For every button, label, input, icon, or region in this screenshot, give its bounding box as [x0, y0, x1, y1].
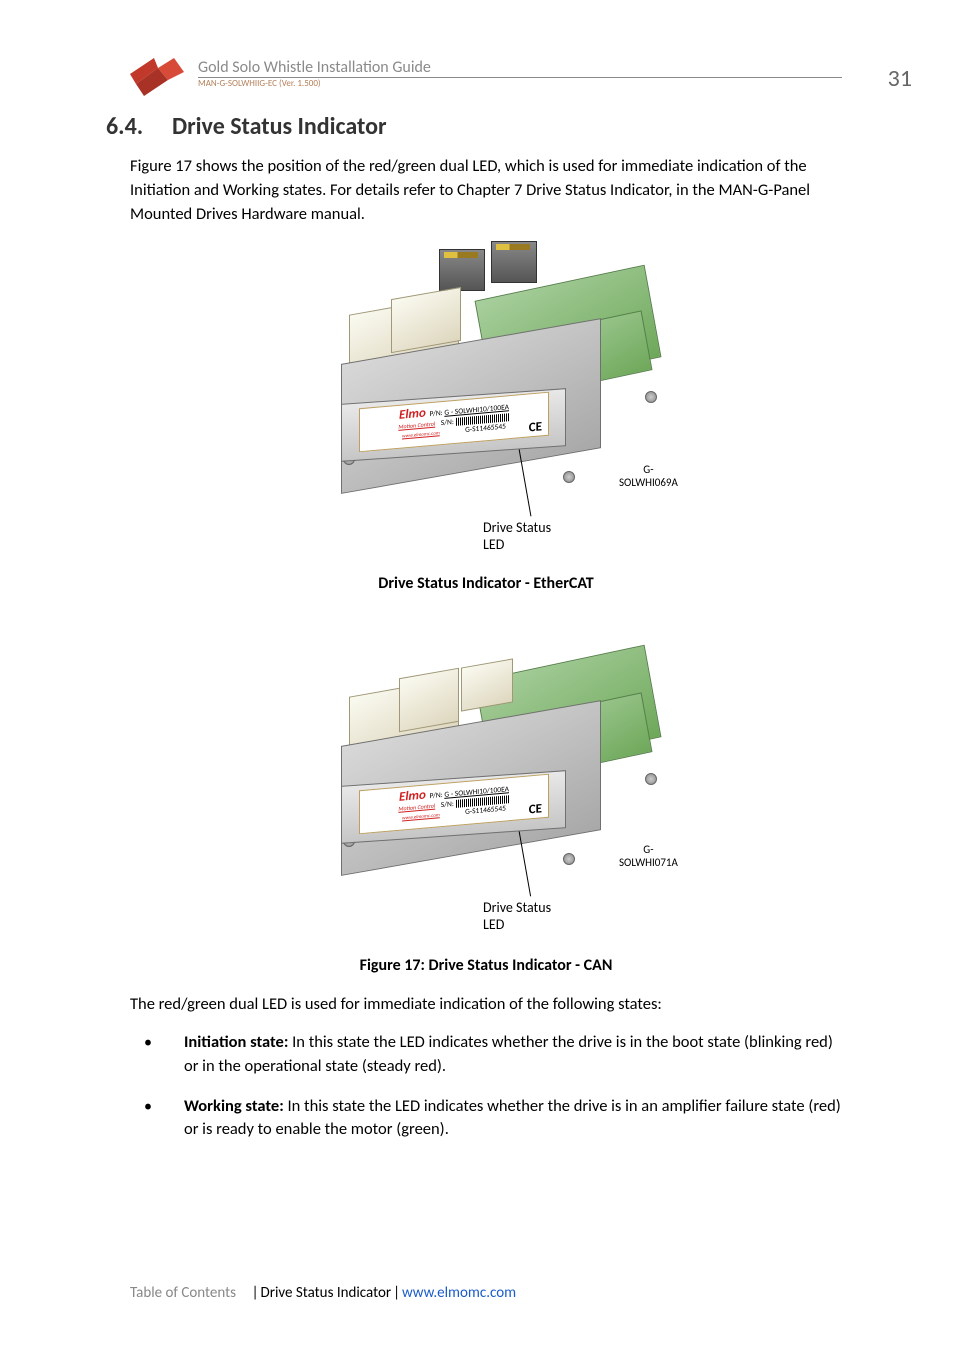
rj45-port-icon — [491, 241, 537, 283]
list-item: Working state: In this state the LED ind… — [130, 1095, 842, 1143]
elmo-logo-icon — [130, 58, 186, 98]
section-number: 6.4. — [106, 112, 172, 141]
list-item: Initiation state: In this state the LED … — [130, 1031, 842, 1079]
footer-link[interactable]: www.elmomc.com — [402, 1284, 516, 1302]
doc-code: MAN-G-SOLWHIIG-EC (Ver. 1.500) — [198, 78, 842, 89]
footer-crumb: Drive Status Indicator — [261, 1284, 392, 1302]
part-code-label: G-SOLWHI069A — [619, 463, 678, 489]
doc-title: Gold Solo Whistle Installation Guide — [198, 58, 842, 78]
state-name: Working state: — [184, 1096, 284, 1116]
intro-paragraph: Figure 17 shows the position of the red/… — [130, 155, 842, 227]
figure-caption-can: Figure 17: Drive Status Indicator - CAN — [130, 956, 842, 975]
footer-toc[interactable]: Table of Contents — [130, 1284, 236, 1302]
states-intro: The red/green dual LED is used for immed… — [130, 993, 842, 1017]
ce-mark-icon: CE — [529, 420, 542, 435]
led-callout: Drive Status LED — [483, 899, 551, 933]
page-footer: Table of Contents |Drive Status Indicato… — [130, 1284, 842, 1302]
state-name: Initiation state: — [184, 1032, 288, 1052]
section-title: Drive Status Indicator — [172, 112, 387, 141]
states-list: Initiation state: In this state the LED … — [130, 1031, 842, 1143]
page-number: 31 — [888, 64, 912, 93]
device-illustration-ethercat: Elmo P/N: G - SOLWHI10/100EA Motion Cont… — [321, 241, 651, 521]
device-illustration-can: Elmo P/N: G - SOLWHI10/100EA Motion Cont… — [321, 643, 651, 903]
ce-mark-icon: CE — [529, 802, 542, 817]
figure-ethercat: Elmo P/N: G - SOLWHI10/100EA Motion Cont… — [130, 241, 842, 593]
rj45-port-icon — [439, 249, 485, 291]
led-callout: Drive Status LED — [483, 519, 551, 553]
part-code-label: G-SOLWHI071A — [619, 843, 678, 869]
figure-caption-ethercat: Drive Status Indicator - EtherCAT — [130, 574, 842, 593]
figure-can: Elmo P/N: G - SOLWHI10/100EA Motion Cont… — [130, 643, 842, 975]
page-header: Gold Solo Whistle Installation Guide MAN… — [130, 58, 842, 98]
section-heading: 6.4.Drive Status Indicator — [106, 112, 842, 141]
